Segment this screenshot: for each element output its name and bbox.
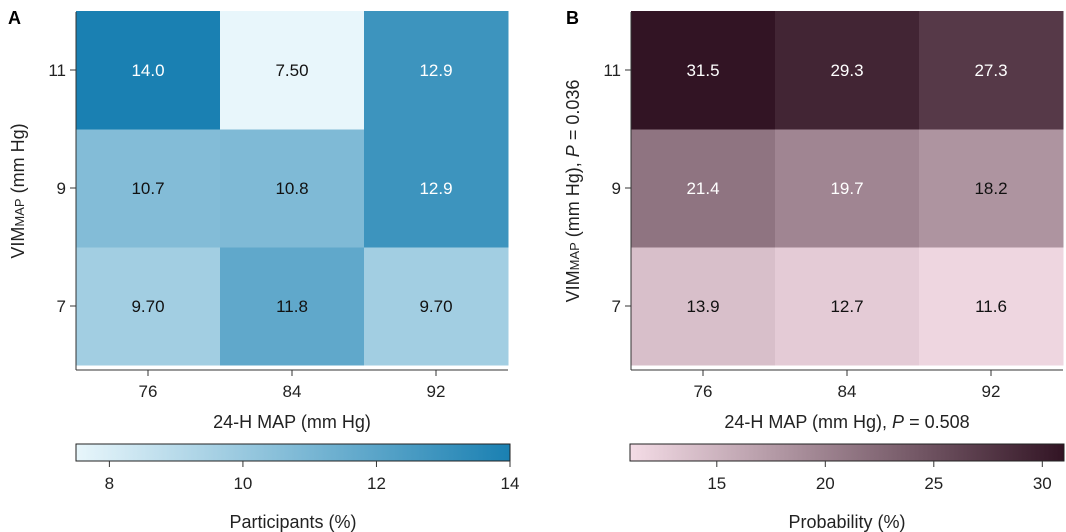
heatmap-cell xyxy=(76,129,221,248)
cell-value-label: 21.4 xyxy=(686,179,719,198)
cell-value-label: 12.9 xyxy=(419,61,452,80)
panel-a: A 9.70 11.8 9.70 10.7 10.8 12.9 14.0 7.50 12.9 76 8… xyxy=(8,8,519,532)
y-axis-title: VIMMAP (mm Hg) xyxy=(8,123,28,258)
y-tick-label: 9 xyxy=(612,179,621,198)
panel-letter: B xyxy=(566,8,579,28)
cell-value-label: 18.2 xyxy=(974,179,1007,198)
heatmap-cell xyxy=(631,11,776,130)
x-tick-label: 84 xyxy=(283,382,302,401)
y-tick-label: 7 xyxy=(612,297,621,316)
colorbar-tick-label: 25 xyxy=(924,474,943,493)
x-tick-label: 84 xyxy=(838,382,857,401)
heatmap-cell xyxy=(775,129,920,248)
heatmap-cell xyxy=(220,11,365,130)
heatmap-cell xyxy=(364,247,509,366)
cell-value-label: 9.70 xyxy=(131,297,164,316)
colorbar-tick-label: 12 xyxy=(367,474,386,493)
heatmap-cell xyxy=(919,11,1064,130)
y-axis-title: VIMMAP (mm Hg), P = 0.036 xyxy=(563,80,583,303)
cell-value-label: 11.8 xyxy=(276,297,308,316)
x-tick-label: 92 xyxy=(427,382,446,401)
heatmap-cell xyxy=(220,129,365,248)
colorbar-tick-label: 14 xyxy=(501,474,520,493)
cell-value-label: 9.70 xyxy=(419,297,452,316)
heatmap-cell xyxy=(76,247,221,366)
cell-value-label: 12.7 xyxy=(830,297,863,316)
colorbar-tick-label: 20 xyxy=(816,474,835,493)
colorbar-tick-label: 8 xyxy=(105,474,114,493)
x-tick-label: 76 xyxy=(139,382,158,401)
colorbar-tick-label: 15 xyxy=(707,474,726,493)
colorbar-tick-label: 10 xyxy=(233,474,252,493)
y-tick-label: 7 xyxy=(57,297,66,316)
cell-value-label: 13.9 xyxy=(686,297,719,316)
colorbar-tick-label: 30 xyxy=(1033,474,1052,493)
cell-value-label: 11.6 xyxy=(975,297,1007,316)
colorbar xyxy=(75,443,511,462)
cell-value-label: 14.0 xyxy=(131,61,164,80)
colorbar-title: Probability (%) xyxy=(788,512,905,532)
cell-value-label: 12.9 xyxy=(419,179,452,198)
heatmap-cell xyxy=(364,11,509,130)
cell-value-label: 31.5 xyxy=(686,61,719,80)
cell-value-label: 19.7 xyxy=(830,179,863,198)
heatmap-cell xyxy=(220,247,365,366)
heatmap-cell xyxy=(631,247,776,366)
x-axis-title: 24-H MAP (mm Hg), P = 0.508 xyxy=(724,412,969,432)
cell-value-label: 10.8 xyxy=(275,179,308,198)
x-axis-title: 24-H MAP (mm Hg) xyxy=(213,412,371,432)
x-tick-label: 76 xyxy=(694,382,713,401)
x-tick-label: 92 xyxy=(982,382,1001,401)
heatmap-cell xyxy=(76,11,221,130)
cell-value-label: 10.7 xyxy=(131,179,164,198)
colorbar xyxy=(629,443,1065,462)
y-tick-label: 11 xyxy=(603,61,621,80)
heatmap-cell xyxy=(775,11,920,130)
cell-value-label: 29.3 xyxy=(830,61,863,80)
heatmap-cell xyxy=(919,129,1064,248)
colorbar-title: Participants (%) xyxy=(229,512,356,532)
cell-value-label: 7.50 xyxy=(275,61,308,80)
heatmap-cell xyxy=(364,129,509,248)
y-tick-label: 9 xyxy=(57,179,66,198)
heatmap-cell xyxy=(631,129,776,248)
cell-value-label: 27.3 xyxy=(974,61,1007,80)
panel-letter: A xyxy=(8,8,21,28)
panel-b: B 13.9 12.7 11.6 21.4 19.7 18.2 31.5 29.3 27.3 76 8… xyxy=(563,8,1065,532)
y-tick-label: 11 xyxy=(48,61,66,80)
heatmap-cell xyxy=(775,247,920,366)
heatmap-cell xyxy=(919,247,1064,366)
